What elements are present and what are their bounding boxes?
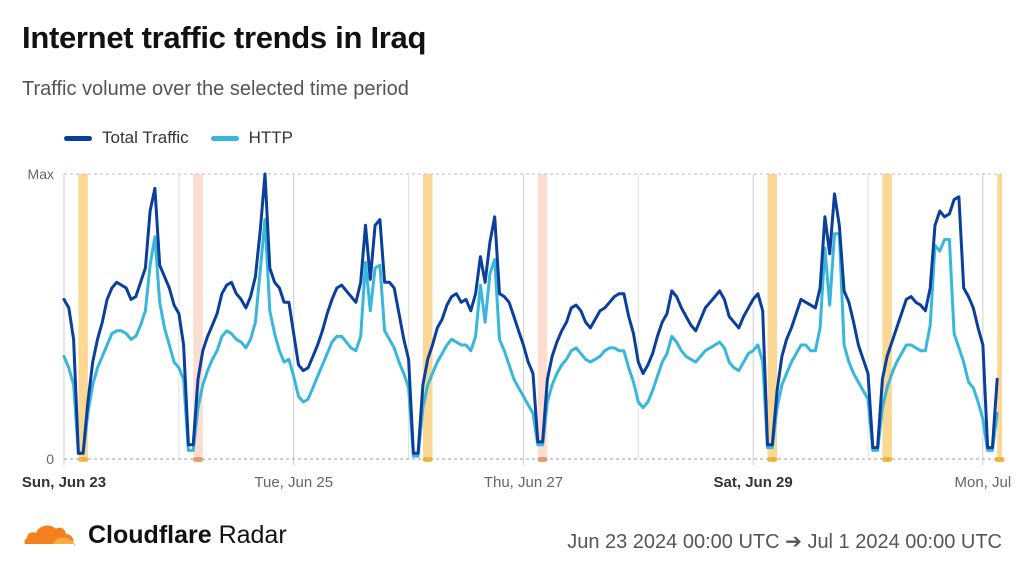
- outage-band-4: [767, 174, 778, 459]
- page-title: Internet traffic trends in Iraq: [22, 20, 427, 55]
- y-tick-label-max: Max: [28, 166, 54, 182]
- outage-marker-6: [994, 457, 1005, 462]
- x-tick-label-2: Thu, Jun 27: [484, 474, 563, 491]
- outage-marker-3: [537, 457, 548, 462]
- outage-band-3: [537, 174, 548, 459]
- outage-band-0: [78, 174, 88, 459]
- outage-band-2: [422, 174, 433, 459]
- date-range: Jun 23 2024 00:00 UTC ➔ Jul 1 2024 00:00…: [567, 531, 1002, 553]
- brand-name-bold: Cloudflare: [88, 520, 212, 549]
- outage-band-6: [997, 174, 1002, 459]
- series-line-http: [62, 218, 999, 458]
- legend-label-total: Total Traffic: [102, 128, 189, 147]
- cloudflare-radar-logo: Cloudflare Radar: [22, 520, 287, 550]
- outage-band-1: [193, 174, 203, 459]
- legend-label-http: HTTP: [248, 128, 294, 147]
- page-subtitle: Traffic volume over the selected time pe…: [22, 78, 409, 100]
- x-tick-label-1: Tue, Jun 25: [254, 474, 333, 491]
- legend-swatch-total: [64, 135, 92, 141]
- y-tick-label-zero: 0: [46, 451, 54, 467]
- outage-marker-2: [422, 457, 433, 462]
- brand-name: Cloudflare Radar: [88, 521, 287, 550]
- cloudflare-cloud-icon: [24, 525, 75, 546]
- brand-name-light: Radar: [211, 520, 287, 549]
- chart-legend: Total Traffic HTTP: [64, 128, 293, 148]
- outage-band-5: [882, 174, 892, 459]
- legend-item-http[interactable]: HTTP: [210, 128, 294, 148]
- traffic-chart: Max 0 Sun, Jun 23 Tue, Jun 25 Thu, Jun 27 Sat…: [22, 166, 1012, 491]
- x-tick-label-4: Mon, Jul: [955, 474, 1012, 491]
- legend-swatch-http: [210, 135, 239, 141]
- x-tick-label-3: Sat, Jun 29: [714, 474, 793, 491]
- x-tick-label-0: Sun, Jun 23: [22, 474, 106, 491]
- series-line-total-traffic: [62, 172, 999, 455]
- legend-item-total[interactable]: Total Traffic: [64, 128, 189, 148]
